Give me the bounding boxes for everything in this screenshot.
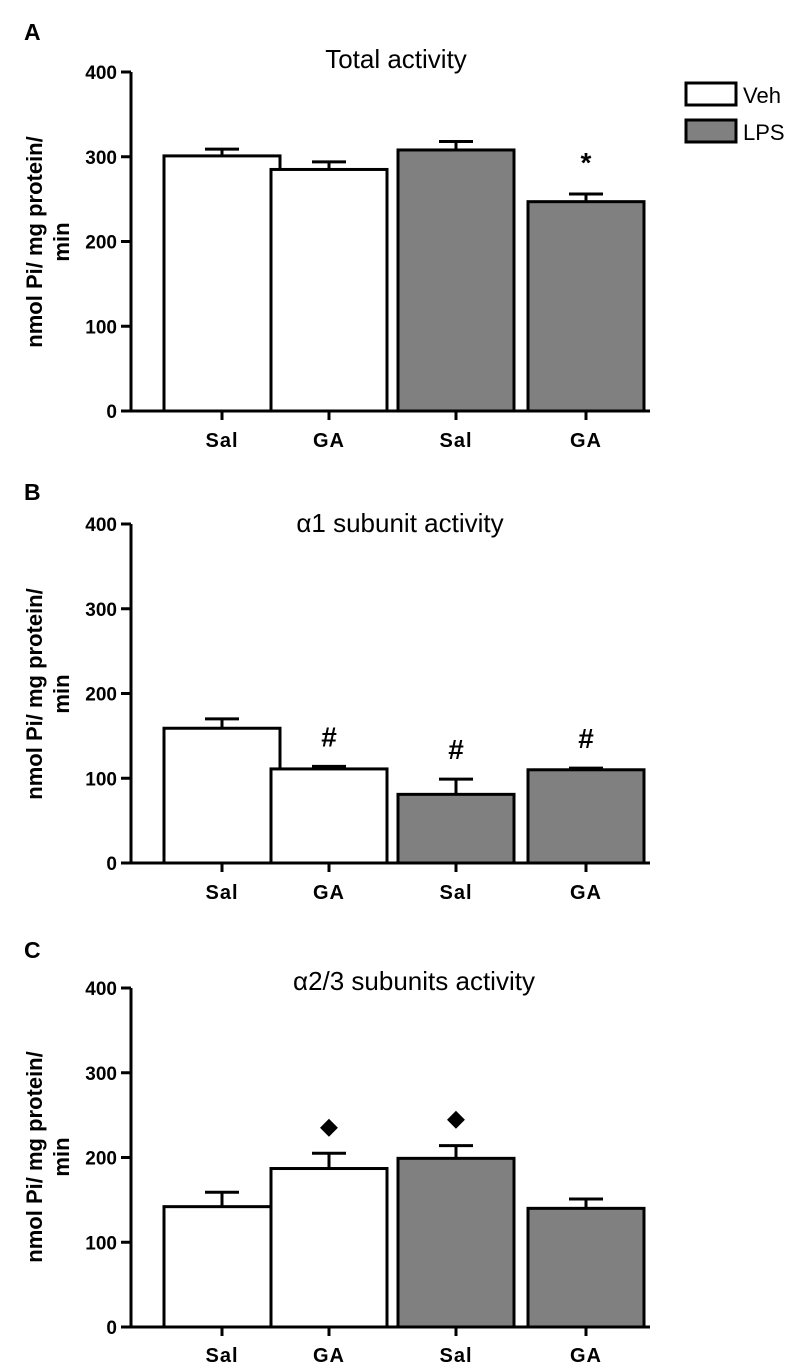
bar-lps-ga	[526, 768, 646, 865]
bar-lps-ga	[526, 200, 646, 413]
significance-marker: #	[321, 721, 337, 752]
x-tick-label: Sal	[439, 1345, 472, 1364]
legend-item-lps: LPS	[684, 118, 785, 145]
legend-label: Veh	[743, 83, 781, 108]
x-tick-label: Sal	[205, 882, 238, 904]
x-tick-label: GA	[313, 1345, 345, 1364]
y-tick-label: 0	[106, 1318, 117, 1339]
y-tick-label: 400	[85, 979, 117, 1000]
panel-b: Bα1 subunit activity nmol Pi/ mg protein/…	[22, 479, 650, 904]
y-tick-label: 200	[85, 685, 117, 706]
x-tick-label: Sal	[439, 882, 472, 904]
x-tick-label: Sal	[205, 1345, 238, 1364]
bar-lps-ga	[526, 1206, 646, 1329]
legend-swatch	[684, 118, 738, 144]
chart-title: α2/3 subunits activity	[293, 966, 535, 996]
legend-label: LPS	[743, 120, 785, 145]
x-tick-label: GA	[570, 430, 602, 452]
y-axis-label: nmol Pi/ mg protein/min	[22, 1051, 74, 1262]
y-tick-label: 200	[85, 1149, 117, 1170]
x-tick-label: GA	[313, 882, 345, 904]
y-tick-label: 0	[106, 854, 117, 875]
y-tick-label: 300	[85, 1064, 117, 1085]
panel-letter: B	[24, 479, 41, 505]
x-tick-label: Sal	[205, 430, 238, 452]
panel-letter: C	[24, 937, 41, 963]
significance-marker: ◆	[447, 1106, 466, 1131]
bar-veh-ga	[269, 167, 389, 413]
bar-veh-sal	[162, 726, 282, 865]
significance-marker: #	[448, 734, 464, 765]
y-axis-label: nmol Pi/ mg protein/min	[22, 136, 74, 347]
x-tick-label: GA	[313, 430, 345, 452]
bar-lps-sal	[396, 792, 516, 865]
y-tick-label: 200	[85, 233, 117, 254]
y-tick-label: 0	[106, 402, 117, 423]
chart-title: α1 subunit activity	[296, 508, 503, 538]
y-tick-label: 100	[85, 1233, 117, 1254]
bar-veh-ga	[269, 1167, 389, 1329]
y-axis-label: nmol Pi/ mg protein/min	[22, 588, 74, 799]
bar-lps-sal	[396, 148, 516, 413]
legend-swatch	[684, 81, 738, 107]
x-tick-label: Sal	[439, 430, 472, 452]
y-tick-label: 100	[85, 769, 117, 790]
panel-letter: A	[24, 19, 41, 45]
bar-veh-ga	[269, 767, 389, 865]
panel-c: Cα2/3 subunits activity nmol Pi/ mg prote…	[22, 937, 650, 1364]
y-tick-label: 300	[85, 600, 117, 621]
y-tick-label: 100	[85, 317, 117, 338]
y-tick-label: 400	[85, 63, 117, 84]
panel-a: A Total activity nmol Pi/ mg protein/min 0 1…	[22, 19, 650, 452]
chart-title: Total activity	[325, 44, 467, 74]
bar-veh-sal	[162, 154, 282, 413]
significance-marker: ◆	[320, 1113, 339, 1138]
x-tick-label: GA	[570, 1345, 602, 1364]
significance-marker: #	[578, 723, 594, 754]
y-tick-label: 300	[85, 148, 117, 169]
chart-panels: A Total activity nmol Pi/ mg protein/min 0 1…	[22, 19, 650, 1364]
y-tick-label: 400	[85, 515, 117, 536]
bar-veh-sal	[162, 1205, 282, 1329]
legend: Veh LPS	[684, 81, 785, 145]
x-tick-label: GA	[570, 882, 602, 904]
significance-marker: *	[581, 147, 592, 178]
legend-item-veh: Veh	[684, 81, 781, 108]
bar-lps-sal	[396, 1156, 516, 1329]
